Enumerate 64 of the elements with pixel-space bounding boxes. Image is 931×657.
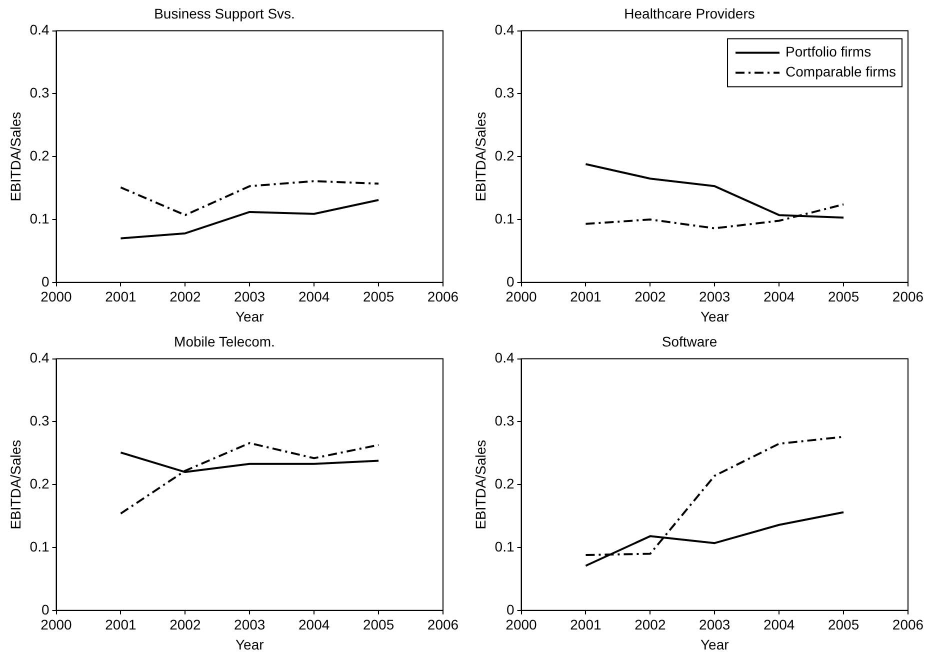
y-tick-label: 0.2 (30, 147, 50, 164)
x-tick-label: 2001 (570, 288, 602, 305)
y-tick-label: 0 (506, 273, 514, 290)
x-tick-label: 2002 (170, 288, 201, 305)
legend-label: Portfolio firms (786, 44, 872, 60)
chart-title: Mobile Telecom. (174, 333, 275, 350)
x-tick-label: 2000 (506, 288, 538, 305)
x-tick-label: 2006 (892, 288, 924, 305)
y-tick-label: 0 (41, 601, 50, 618)
x-tick-label: 2006 (427, 616, 459, 633)
y-axis-title: EBITDA/Sales (7, 440, 24, 530)
x-axis-title: Year (235, 308, 264, 324)
x-tick-label: 2003 (699, 616, 730, 633)
x-tick-label: 2001 (570, 616, 602, 633)
y-tick-label: 0.2 (494, 147, 514, 164)
y-tick-label: 0.1 (30, 538, 50, 554)
x-tick-label: 2004 (298, 616, 330, 633)
y-tick-label: 0.2 (494, 475, 514, 492)
chart-title: Software (662, 333, 718, 350)
x-tick-label: 2004 (764, 288, 795, 305)
y-tick-label: 0.4 (494, 350, 514, 366)
y-tick-label: 0.4 (30, 22, 50, 38)
x-tick-label: 2002 (170, 616, 201, 633)
x-tick-label: 2002 (634, 616, 666, 633)
x-tick-label: 2006 (427, 288, 459, 305)
y-tick-label: 0.4 (30, 350, 50, 366)
x-axis-title: Year (700, 636, 730, 652)
y-tick-label: 0.3 (30, 412, 50, 429)
line-series (120, 442, 380, 515)
legend-label: Comparable firms (786, 64, 896, 80)
x-tick-label: 2005 (828, 288, 860, 305)
x-tick-label: 2003 (234, 288, 266, 305)
y-tick-label: 0 (41, 273, 50, 290)
x-tick-label: 2004 (764, 616, 795, 633)
x-tick-label: 2002 (634, 288, 666, 305)
x-tick-label: 2001 (105, 616, 136, 633)
y-tick-label: 0.1 (494, 538, 514, 554)
x-tick-label: 2001 (105, 288, 136, 305)
x-tick-label: 2000 (506, 616, 538, 633)
y-axis-title: EBITDA/Sales (7, 112, 24, 202)
y-tick-label: 0.1 (494, 210, 514, 226)
y-tick-label: 0.2 (30, 475, 50, 492)
line-series (120, 180, 380, 216)
x-tick-label: 2000 (40, 616, 72, 633)
x-tick-label: 2006 (892, 616, 924, 633)
x-tick-label: 2000 (40, 288, 72, 305)
y-tick-label: 0.3 (30, 84, 50, 101)
chart-title: Healthcare Providers (624, 5, 755, 22)
x-axis-title: Year (235, 636, 264, 652)
y-tick-label: 0.3 (494, 84, 514, 101)
x-tick-label: 2003 (699, 288, 730, 305)
x-tick-label: 2004 (298, 288, 330, 305)
x-tick-label: 2003 (234, 616, 266, 633)
y-tick-label: 0.3 (494, 412, 514, 429)
y-axis-title: EBITDA/Sales (472, 112, 488, 202)
x-tick-label: 2005 (362, 616, 394, 633)
x-tick-label: 2005 (362, 288, 394, 305)
x-tick-label: 2005 (828, 616, 860, 633)
chart-title: Business Support Svs. (154, 5, 295, 22)
y-tick-label: 0.4 (494, 22, 514, 38)
y-tick-label: 0.1 (30, 210, 50, 226)
x-axis-title: Year (700, 308, 730, 324)
y-axis-title: EBITDA/Sales (472, 440, 488, 530)
y-tick-label: 0 (506, 601, 514, 618)
